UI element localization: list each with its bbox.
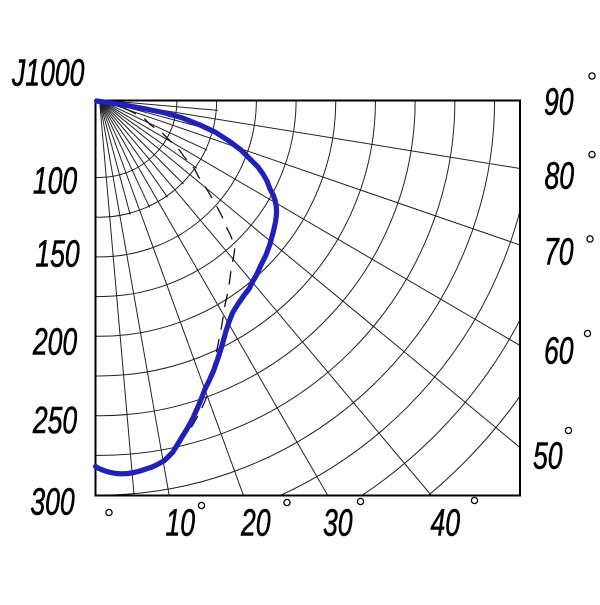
svg-text:70: 70 [544,230,574,273]
svg-text:J1000: J1000 [11,51,84,94]
svg-text:10: 10 [166,501,196,544]
svg-text:50: 50 [533,434,563,477]
svg-text:100: 100 [33,159,77,202]
svg-text:300: 300 [30,480,74,523]
svg-text:20: 20 [240,501,270,544]
svg-text:200: 200 [32,320,77,363]
svg-text:150: 150 [35,232,79,275]
svg-text:60: 60 [544,329,574,372]
svg-text:40: 40 [431,501,461,544]
svg-text:250: 250 [32,398,77,441]
svg-text:80: 80 [545,154,575,197]
svg-text:90: 90 [544,80,574,123]
svg-text:30: 30 [323,501,353,544]
